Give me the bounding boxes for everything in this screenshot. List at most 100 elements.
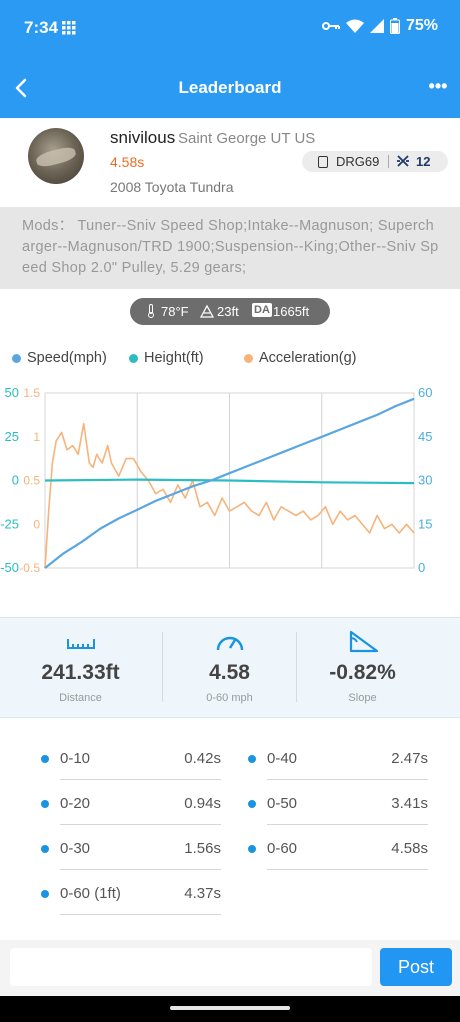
stat-slope-value: -0.82% <box>329 661 396 684</box>
thermometer-icon <box>148 304 154 318</box>
tick-label-speed: 0 <box>418 560 425 575</box>
tick-label-speed: 30 <box>418 473 432 488</box>
battery-level: 75% <box>405 17 438 34</box>
stat-zero-sixty-label: 0-60 mph <box>206 692 253 704</box>
elevation: 23ft <box>217 304 239 319</box>
key-icon <box>321 22 340 30</box>
legend-speed-dot <box>12 353 21 363</box>
split-value: 1.56s <box>184 840 221 857</box>
split-label: 0-20 <box>60 795 91 812</box>
device-rank-badge: DRG69 12 <box>302 151 448 172</box>
split-value: 0.42s <box>184 750 221 767</box>
tick-label-height: 50 <box>5 385 19 400</box>
signal-icon <box>369 19 384 33</box>
tick-label-height: -50 <box>0 560 19 575</box>
vehicle-name: 2008 Toyota Tundra <box>110 179 234 195</box>
more-menu-icon[interactable]: ••• <box>428 76 448 96</box>
legend-item-speed[interactable]: Speed(mph) <box>12 350 107 366</box>
split-dot <box>248 845 256 853</box>
tick-label-acceleration: 0.5 <box>23 474 40 488</box>
series-line-height <box>44 478 415 485</box>
legend-height-dot <box>129 353 138 363</box>
split-row: 0-10 0.42s <box>41 740 221 785</box>
tick-label-speed: 15 <box>418 516 432 531</box>
split-dot <box>248 800 256 808</box>
post-button[interactable]: Post <box>380 948 452 986</box>
tick-label-acceleration: -0.5 <box>19 561 40 575</box>
stats-bar: 241.33ft Distance 4.58 0-60 mph -0.82% S… <box>0 617 460 718</box>
split-label: 0-60 <box>267 840 298 857</box>
da-label: DA <box>252 303 272 317</box>
split-row: 0-60 (1ft) 4.37s <box>41 875 221 920</box>
run-time: 4.58s <box>110 154 145 170</box>
status-icons: 75% <box>321 17 438 35</box>
legend-speed-label: Speed(mph) <box>27 350 107 366</box>
rank-icon <box>397 155 409 167</box>
back-arrow-icon[interactable] <box>10 74 34 102</box>
split-value: 3.41s <box>391 795 428 812</box>
device-icon <box>318 156 328 168</box>
nav-bar: Leaderboard ••• <box>0 62 460 114</box>
legend-height-label: Height(ft) <box>144 350 204 366</box>
tick-label-speed: 60 <box>418 385 432 400</box>
split-row: 0-20 0.94s <box>41 785 221 830</box>
slope-icon <box>349 630 378 653</box>
comment-input[interactable] <box>10 948 372 986</box>
ruler-icon <box>66 639 95 649</box>
app-grid-icon <box>62 21 76 35</box>
wifi-icon <box>345 19 364 33</box>
run-chart: 50 25 0 -25 -50 1.5 1 0.5 0 -0.5 60 45 30 15 0 <box>0 375 460 580</box>
status-time: 7:34 <box>24 18 59 37</box>
split-row: 0-60 4.58s <box>248 830 428 875</box>
density-altitude: 1665ft <box>273 304 310 319</box>
split-value: 4.37s <box>184 885 221 902</box>
series-line-speed <box>44 397 415 569</box>
conditions-pill: 78°F 23ft DA 1665ft <box>130 298 330 325</box>
stat-zero-sixty: 4.58 0-60 mph <box>163 618 296 719</box>
split-row: 0-50 3.41s <box>248 785 428 830</box>
tick-label-speed: 45 <box>418 429 432 444</box>
run-chart-svg: 50 25 0 -25 -50 1.5 1 0.5 0 -0.5 60 45 30 15 0 <box>0 385 432 575</box>
tick-label-height: 25 <box>5 429 19 444</box>
page-title: Leaderboard <box>178 78 282 97</box>
split-dot <box>41 845 49 853</box>
mods-text: Mods： Tuner--Sniv Speed Shop;Intake--Mag… <box>0 207 460 289</box>
tick-label-acceleration: 0 <box>33 517 40 531</box>
legend-acceleration-label: Acceleration(g) <box>259 350 357 366</box>
split-row: 0-30 1.56s <box>41 830 221 875</box>
split-dot <box>248 755 256 763</box>
comment-bar: Post <box>0 940 460 996</box>
split-dot <box>41 890 49 898</box>
home-indicator[interactable] <box>170 1006 290 1010</box>
split-value: 2.47s <box>391 750 428 767</box>
split-label: 0-10 <box>60 750 91 767</box>
profile-card: snivilous Saint George UT US 4.58s 2008 … <box>0 118 460 206</box>
split-value: 0.94s <box>184 795 221 812</box>
split-label: 0-50 <box>267 795 298 812</box>
legend-item-acceleration[interactable]: Acceleration(g) <box>244 350 357 366</box>
legend-item-height[interactable]: Height(ft) <box>129 350 204 366</box>
split-label: 0-40 <box>267 750 298 767</box>
stat-distance: 241.33ft Distance <box>14 618 147 719</box>
split-dot <box>41 800 49 808</box>
speedometer-icon <box>216 636 243 651</box>
series-line-accel <box>44 422 415 569</box>
split-row: 0-40 2.47s <box>248 740 428 785</box>
username[interactable]: snivilous <box>110 128 176 147</box>
split-label: 0-30 <box>60 840 91 857</box>
tick-label-height: 0 <box>12 473 19 488</box>
app-bar: 7:34 75% Leaderboard ••• <box>0 0 460 118</box>
elevation-icon <box>200 304 214 318</box>
device-id: DRG69 <box>336 154 380 169</box>
stat-slope: -0.82% Slope <box>296 618 429 719</box>
avatar[interactable] <box>28 128 84 184</box>
split-times: 0-10 0.42s 0-40 2.47s 0-20 0.94s 0-50 3.… <box>0 740 460 930</box>
legend-acceleration-dot <box>244 353 253 363</box>
split-label: 0-60 (1ft) <box>60 885 121 902</box>
chart-legend: Speed(mph) Height(ft) Acceleration(g) <box>12 350 452 370</box>
split-value: 4.58s <box>391 840 428 857</box>
tick-label-acceleration: 1.5 <box>23 386 40 400</box>
split-dot <box>41 755 49 763</box>
rank-number: 12 <box>416 154 431 169</box>
status-bar: 7:34 75% <box>0 0 460 56</box>
